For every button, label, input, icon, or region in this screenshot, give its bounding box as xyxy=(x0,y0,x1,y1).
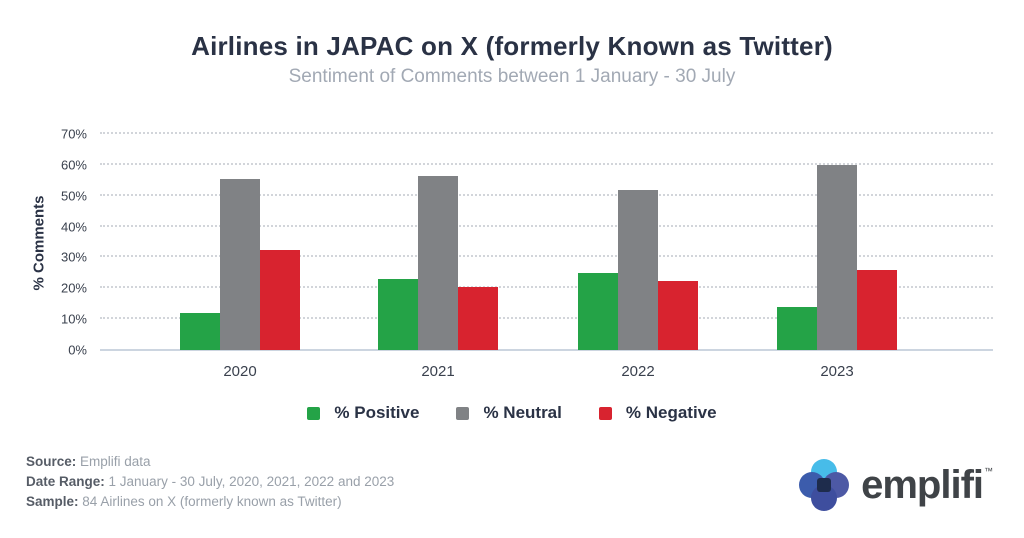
gridline-70% xyxy=(100,132,993,134)
legend-swatch-positive xyxy=(307,406,321,420)
bar-positive-2021 xyxy=(378,279,418,350)
legend: % Positive % Neutral % Negative xyxy=(0,403,1024,423)
emplifi-logo-mark-icon xyxy=(799,459,850,511)
bar-positive-2020 xyxy=(180,313,220,350)
x-axis-baseline xyxy=(100,349,993,351)
bar-negative-2023 xyxy=(857,270,897,350)
date-range-label: Date Range: xyxy=(26,474,105,489)
trademark-symbol: ™ xyxy=(984,466,993,476)
sample-value: 84 Airlines on X (formerly known as Twit… xyxy=(82,494,342,509)
bar-positive-2023 xyxy=(777,307,817,350)
bar-neutral-2023 xyxy=(817,165,857,350)
y-axis-title: % Comments xyxy=(30,195,48,291)
legend-label-negative: % Negative xyxy=(625,403,717,422)
x-tick-label-2020: 2020 xyxy=(223,363,257,380)
gridline-50% xyxy=(100,193,993,196)
x-tick-label-2021: 2021 xyxy=(421,363,455,380)
legend-item-neutral: % Neutral xyxy=(456,403,562,423)
bar-negative-2020 xyxy=(260,250,300,350)
y-tick-label-0%: 0% xyxy=(68,342,87,358)
gridline-40% xyxy=(100,224,993,227)
y-tick-label-40%: 40% xyxy=(60,219,87,235)
gridline-20% xyxy=(100,286,993,289)
source-label: Source: xyxy=(26,454,77,469)
gridline-60% xyxy=(100,162,993,165)
source-notes: Source: Emplifi data Date Range: 1 Janua… xyxy=(26,452,394,512)
bar-neutral-2020 xyxy=(220,179,260,350)
plot-area: 0% 10% 20% 30% 40% 50% 60% 70% 2020 2021 2022 2023 xyxy=(61,127,995,380)
legend-swatch-neutral xyxy=(456,406,470,420)
bar-group-2021 xyxy=(378,134,498,350)
legend-item-negative: % Negative xyxy=(598,403,717,423)
sample-line: Sample: 84 Airlines on X (formerly known… xyxy=(26,492,394,512)
source-value: Emplifi data xyxy=(80,454,151,469)
source-line: Source: Emplifi data xyxy=(26,452,394,472)
legend-label-neutral: % Neutral xyxy=(483,403,562,422)
legend-swatch-negative xyxy=(598,406,612,420)
y-tick-label-30%: 30% xyxy=(60,249,87,265)
bar-group-2022 xyxy=(578,134,698,350)
x-tick-label-2023: 2023 xyxy=(820,363,854,380)
bar-neutral-2021 xyxy=(418,176,458,350)
emplifi-logo-wordmark: emplifi™ xyxy=(861,458,993,512)
y-tick-label-20%: 20% xyxy=(60,280,87,296)
bar-neutral-2022 xyxy=(618,190,658,350)
emplifi-logo-text: emplifi xyxy=(861,463,984,507)
y-tick-label-70%: 70% xyxy=(60,126,87,142)
bar-negative-2022 xyxy=(658,281,698,350)
bar-positive-2022 xyxy=(578,273,618,350)
legend-item-positive: % Positive xyxy=(307,403,419,423)
bar-negative-2021 xyxy=(458,287,498,350)
bar-group-2023 xyxy=(777,134,897,350)
page-subtitle: Sentiment of Comments between 1 January … xyxy=(288,66,736,87)
gridline-10% xyxy=(100,317,993,320)
y-tick-label-50%: 50% xyxy=(60,188,87,204)
date-range-line: Date Range: 1 January - 30 July, 2020, 2… xyxy=(26,472,394,492)
y-tick-label-60%: 60% xyxy=(60,157,87,173)
x-tick-label-2022: 2022 xyxy=(621,363,655,380)
sample-label: Sample: xyxy=(26,494,79,509)
page-title: Airlines in JAPAC on X (formerly Known a… xyxy=(191,31,833,61)
logo-lobe-bottom xyxy=(811,485,838,511)
logo-center-square xyxy=(817,478,832,492)
legend-label-positive: % Positive xyxy=(334,403,420,422)
bar-group-2020 xyxy=(180,134,300,350)
date-range-value: 1 January - 30 July, 2020, 2021, 2022 an… xyxy=(108,474,395,489)
gridline-30% xyxy=(100,255,993,258)
emplifi-logo: emplifi™ xyxy=(799,458,993,512)
y-tick-label-10%: 10% xyxy=(60,311,87,327)
